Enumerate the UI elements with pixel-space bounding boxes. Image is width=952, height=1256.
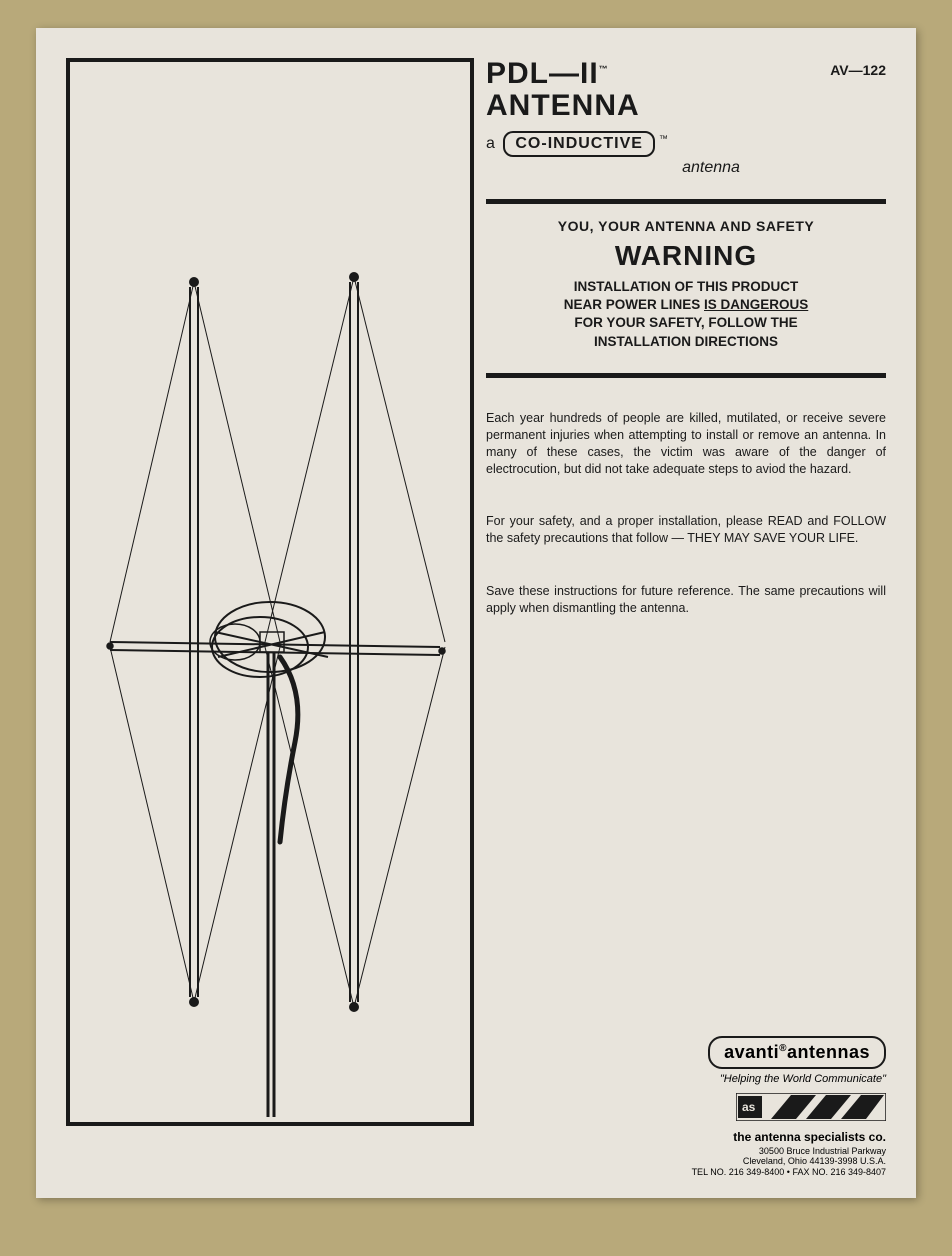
divider-top — [486, 199, 886, 204]
tm-mark: ™ — [599, 64, 609, 74]
warn-line1: INSTALLATION OF THIS PRODUCT — [574, 279, 798, 294]
address-line1: 30500 Bruce Industrial Parkway — [759, 1146, 886, 1156]
paragraph-2: For your safety, and a proper installati… — [486, 513, 886, 547]
safety-heading: YOU, YOUR ANTENNA AND SAFETY — [486, 218, 886, 234]
phone-line: TEL NO. 216 349-8400 • FAX NO. 216 349-8… — [692, 1167, 886, 1177]
co-inductive-badge: CO-INDUCTIVE — [503, 131, 655, 157]
content-columns: PDL—II™ ANTENNA AV—122 a CO-INDUCTIVE™ a… — [66, 58, 886, 1178]
address: 30500 Bruce Industrial Parkway Cleveland… — [486, 1146, 886, 1178]
title-line2: ANTENNA — [486, 89, 640, 122]
address-line2: Cleveland, Ohio 44139-3998 U.S.A. — [743, 1156, 886, 1166]
reg-mark: ® — [779, 1043, 787, 1054]
paragraph-3: Save these instructions for future refer… — [486, 583, 886, 617]
warning-heading: WARNING — [486, 240, 886, 272]
title-line1: PDL—II — [486, 57, 599, 90]
divider-bottom — [486, 373, 886, 378]
document-code: AV—122 — [830, 62, 886, 78]
header-row: PDL—II™ ANTENNA AV—122 — [486, 58, 886, 121]
subtitle-prefix: a — [486, 135, 495, 152]
company-name: the antenna specialists co. — [486, 1130, 886, 1144]
footer-block: avanti®antennas "Helping the World Commu… — [486, 1036, 886, 1178]
tagline: "Helping the World Communicate" — [486, 1073, 886, 1085]
warn-line2b: IS DANGEROUS — [704, 297, 808, 312]
warn-line4: INSTALLATION DIRECTIONS — [594, 334, 778, 349]
brand-name: avanti — [724, 1042, 779, 1062]
warning-text: INSTALLATION OF THIS PRODUCT NEAR POWER … — [486, 278, 886, 351]
svg-text:as: as — [742, 1100, 756, 1114]
document-page: PDL—II™ ANTENNA AV—122 a CO-INDUCTIVE™ a… — [36, 28, 916, 1198]
product-title: PDL—II™ ANTENNA — [486, 58, 640, 121]
right-column: PDL—II™ ANTENNA AV—122 a CO-INDUCTIVE™ a… — [486, 58, 886, 1178]
left-column — [66, 58, 466, 1178]
warn-line2a: NEAR POWER LINES — [564, 297, 701, 312]
subtitle: a CO-INDUCTIVE ™ antenna — [486, 131, 886, 177]
warn-line3: FOR YOUR SAFETY, FOLLOW THE — [574, 315, 797, 330]
tm-mark-2: ™ — [659, 134, 668, 144]
paragraph-1: Each year hundreds of people are killed,… — [486, 410, 886, 478]
antenna-diagram-svg — [70, 62, 470, 1122]
antenna-diagram-frame — [66, 58, 474, 1126]
subtitle-suffix: antenna — [536, 159, 886, 177]
brand-suffix: antennas — [787, 1042, 870, 1062]
avanti-logo: avanti®antennas — [708, 1036, 886, 1069]
stripes-logo: as — [736, 1093, 886, 1126]
